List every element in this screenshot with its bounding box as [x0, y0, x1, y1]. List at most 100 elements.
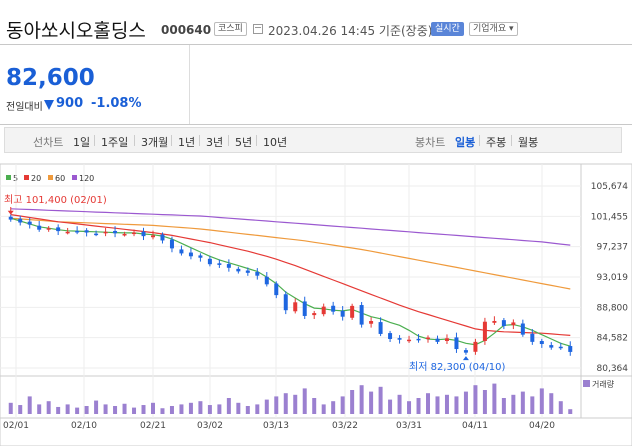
y-tick-label: 84,582: [597, 334, 629, 344]
volume-bar: [65, 404, 70, 414]
volume-bar: [473, 385, 478, 414]
volume-bar: [407, 401, 412, 414]
legend-ma120-label: 120: [79, 174, 95, 183]
divider: [189, 45, 190, 124]
candle-body: [407, 339, 412, 342]
high-annotation: 최고 101,400 (02/01): [4, 194, 107, 206]
candle-body: [179, 249, 184, 254]
volume-bar: [84, 406, 89, 414]
line-chart-label: 선차트: [33, 136, 64, 149]
divider: [479, 135, 480, 146]
volume-bar: [397, 394, 402, 414]
period-1w[interactable]: 1주일: [101, 136, 129, 149]
volume-bar: [18, 405, 23, 414]
divider: [199, 135, 200, 146]
volume-bar: [122, 403, 127, 414]
period-3y[interactable]: 3년: [206, 136, 224, 149]
chart-frame: [0, 163, 632, 446]
volume-bar: [350, 390, 355, 414]
period-10y[interactable]: 10년: [263, 136, 288, 149]
divider: [171, 135, 172, 146]
candle-body: [511, 322, 516, 326]
volume-bar: [302, 388, 307, 414]
ma20-swatch: [24, 175, 29, 180]
candle-body: [321, 306, 326, 315]
candle-body: [255, 271, 260, 276]
ma20-line: [10, 214, 571, 336]
candle-body: [293, 302, 298, 312]
ma120-line: [10, 208, 571, 246]
volume-bar: [236, 402, 241, 414]
volume-label: 거래량: [592, 379, 615, 389]
company-info-dropdown[interactable]: 기업개요 ▾: [469, 22, 518, 36]
candle-body: [274, 283, 279, 296]
ma60-line: [10, 217, 571, 290]
candle-daily[interactable]: 일봉: [455, 136, 476, 149]
volume-bar: [217, 404, 222, 414]
volume-bar: [492, 383, 497, 414]
realtime-button[interactable]: 실시간: [431, 22, 464, 36]
volume-bar: [245, 406, 250, 414]
candle-body: [169, 239, 174, 249]
period-1d[interactable]: 1일: [73, 136, 91, 149]
candle-body: [217, 263, 222, 265]
divider: [511, 135, 512, 146]
volume-bar: [454, 396, 459, 414]
candle-body: [122, 233, 127, 236]
stock-header: 동아쏘시오홀딩스 000640 코스피 2023.04.26 14:45 기준(…: [0, 0, 632, 44]
volume-bar: [482, 390, 487, 414]
volume-bar: [388, 399, 393, 414]
volume-bar: [444, 394, 449, 414]
volume-bar: [568, 409, 573, 414]
y-tick-label: 93,019: [597, 273, 629, 283]
volume-bar: [520, 391, 525, 414]
volume-bar: [511, 394, 516, 414]
candle-body: [302, 301, 307, 316]
company-name: 동아쏘시오홀딩스: [6, 20, 146, 42]
candle-body: [558, 346, 563, 349]
volume-bar: [426, 393, 431, 414]
period-1y[interactable]: 1년: [178, 136, 196, 149]
candle-body: [18, 218, 23, 223]
volume-bar: [8, 402, 13, 414]
period-5y[interactable]: 5년: [235, 136, 253, 149]
volume-bar: [198, 401, 203, 414]
volume-bar: [331, 401, 336, 414]
x-tick-label: 04/11: [462, 421, 488, 431]
quote-datetime: 2023.04.26 14:45 기준(장중): [268, 24, 433, 38]
volume-bar: [27, 396, 32, 414]
candle-body: [435, 338, 440, 342]
period-3m[interactable]: 3개월: [141, 136, 169, 149]
candle-body: [331, 305, 336, 312]
candle-body: [226, 264, 231, 268]
candle-body: [94, 233, 99, 236]
legend-ma5: 5: [6, 174, 18, 183]
volume-bar: [255, 404, 260, 414]
y-tick-label: 80,364: [597, 364, 629, 374]
divider: [134, 135, 135, 146]
divider: [256, 135, 257, 146]
candle-monthly[interactable]: 월봉: [518, 136, 539, 149]
volume-bar: [188, 402, 193, 414]
low-annotation: 최저 82,300 (04/10): [409, 361, 505, 373]
volume-bar: [150, 402, 155, 414]
candle-body: [141, 231, 146, 237]
candle-body: [426, 337, 431, 340]
candle-body: [549, 345, 554, 348]
candle-chart-label: 봉차트: [415, 136, 446, 149]
x-tick-label: 03/13: [263, 421, 289, 431]
ma5-swatch: [6, 175, 11, 180]
volume-bar: [103, 404, 108, 414]
price-summary: 82,600 전일대비 900 -1.08%: [0, 44, 632, 125]
volume-bar: [530, 396, 535, 414]
legend-ma20-label: 20: [31, 174, 42, 183]
volume-bar: [539, 388, 544, 414]
y-tick-label: 105,674: [591, 182, 628, 192]
candle-body: [245, 270, 250, 273]
volume-bar: [549, 393, 554, 414]
candle-body: [160, 234, 165, 241]
divider: [94, 135, 95, 146]
candle-body: [416, 338, 421, 341]
candle-body: [350, 305, 355, 318]
candle-weekly[interactable]: 주봉: [486, 136, 507, 149]
